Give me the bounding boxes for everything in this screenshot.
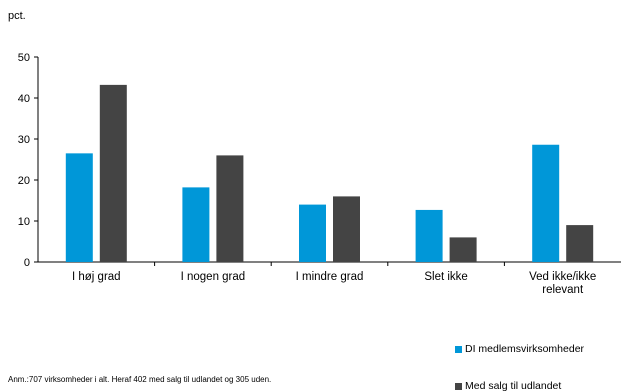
legend-label: DI medlemsvirksomheder xyxy=(465,343,585,355)
x-tick-label: Ved ikke/ikke relevant xyxy=(529,271,596,296)
legend-swatch-dark xyxy=(455,382,462,390)
y-tick-label: 30 xyxy=(18,134,30,146)
bar-med-salg-til-udlandet xyxy=(216,155,244,262)
x-tick-label: Slet ikke xyxy=(424,271,467,283)
x-tick-label: I nogen grad xyxy=(181,271,246,283)
legend-label: Med salg til udlandet xyxy=(465,380,562,392)
y-tick-label: 50 xyxy=(18,52,30,64)
bar-di-medlemsvirksomheder xyxy=(532,144,560,262)
bar-med-salg-til-udlandet xyxy=(99,84,127,262)
bar-di-medlemsvirksomheder xyxy=(182,187,210,262)
bar-med-salg-til-udlandet xyxy=(333,196,360,262)
x-tick-label: I mindre grad xyxy=(296,271,364,283)
bar-med-salg-til-udlandet xyxy=(566,225,594,262)
footnote: Anm.:707 virksomheder i alt. Heraf 402 m… xyxy=(8,375,272,384)
legend-swatch-blue xyxy=(455,345,462,353)
y-tick-label: 20 xyxy=(18,175,30,187)
legend-item-di-medlemsvirksomheder: DI medlemsvirksomheder xyxy=(455,343,584,355)
y-tick-label: 0 xyxy=(24,257,30,269)
y-tick-label: 10 xyxy=(18,216,30,228)
legend-item-med-salg-til-udlandet: Med salg til udlandet xyxy=(455,380,561,392)
bar-med-salg-til-udlandet xyxy=(449,237,477,262)
y-axis-unit-label: pct. xyxy=(8,10,26,22)
bar-di-medlemsvirksomheder xyxy=(415,209,443,262)
bar-di-medlemsvirksomheder xyxy=(299,204,326,262)
x-tick-label: I høj grad xyxy=(72,271,121,283)
bar-di-medlemsvirksomheder xyxy=(65,153,93,262)
y-tick-label: 40 xyxy=(18,93,30,105)
